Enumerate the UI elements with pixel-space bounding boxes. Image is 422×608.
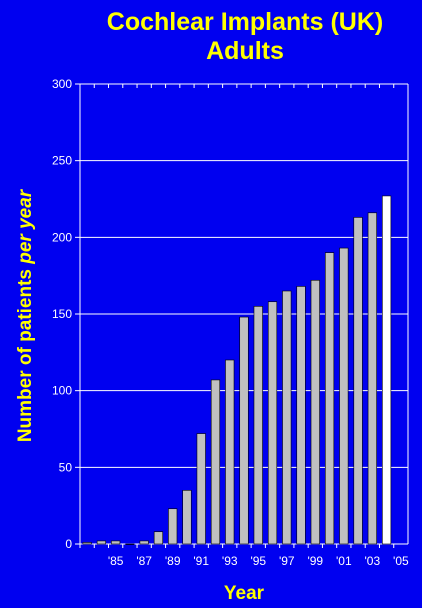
x-tick-label: '87 — [136, 554, 152, 568]
y-tick-label: 150 — [52, 307, 72, 321]
bar — [82, 542, 92, 545]
y-tick-label: 200 — [52, 230, 72, 244]
x-tick-label: '03 — [365, 554, 381, 568]
bar — [168, 508, 178, 545]
bar — [210, 379, 221, 545]
bar — [96, 540, 106, 545]
x-tick-label: '85 — [108, 554, 124, 568]
y-tick-label: 100 — [52, 384, 72, 398]
y-tick-label: 250 — [52, 154, 72, 168]
x-tick-label: '95 — [250, 554, 266, 568]
x-tick-label: '93 — [222, 554, 238, 568]
bar — [182, 490, 192, 545]
bar — [239, 316, 249, 545]
x-tick-label: '89 — [165, 554, 181, 568]
bar — [296, 286, 306, 545]
bar — [139, 540, 149, 545]
y-tick-label: 0 — [65, 537, 72, 551]
bar — [267, 301, 278, 545]
y-tick-label: 50 — [59, 460, 73, 474]
chart-subtitle: Adults — [206, 37, 284, 65]
bar — [282, 290, 292, 545]
x-tick-label: '01 — [336, 554, 352, 568]
bar — [253, 306, 263, 545]
bar — [196, 433, 206, 545]
bar — [125, 543, 135, 545]
x-tick-label: '99 — [307, 554, 323, 568]
bar — [324, 252, 335, 545]
bar — [111, 540, 121, 545]
bar — [310, 279, 320, 545]
bar — [339, 247, 349, 545]
x-tick-label: '91 — [193, 554, 209, 568]
bar — [382, 195, 392, 545]
y-axis-label: Number of patients per year — [15, 190, 37, 442]
bar — [225, 359, 235, 545]
bar — [353, 217, 363, 545]
x-tick-label: '97 — [279, 554, 295, 568]
x-tick-label: '05 — [393, 554, 409, 568]
bar — [153, 531, 164, 545]
x-axis-label: Year — [223, 583, 265, 604]
chart-title: Cochlear Implants (UK) — [106, 8, 384, 36]
y-tick-label: 300 — [52, 77, 72, 91]
y-axis-label-italic: per year — [15, 189, 36, 264]
y-axis-label-plain: Number of patients — [15, 263, 36, 443]
bar — [367, 212, 377, 545]
